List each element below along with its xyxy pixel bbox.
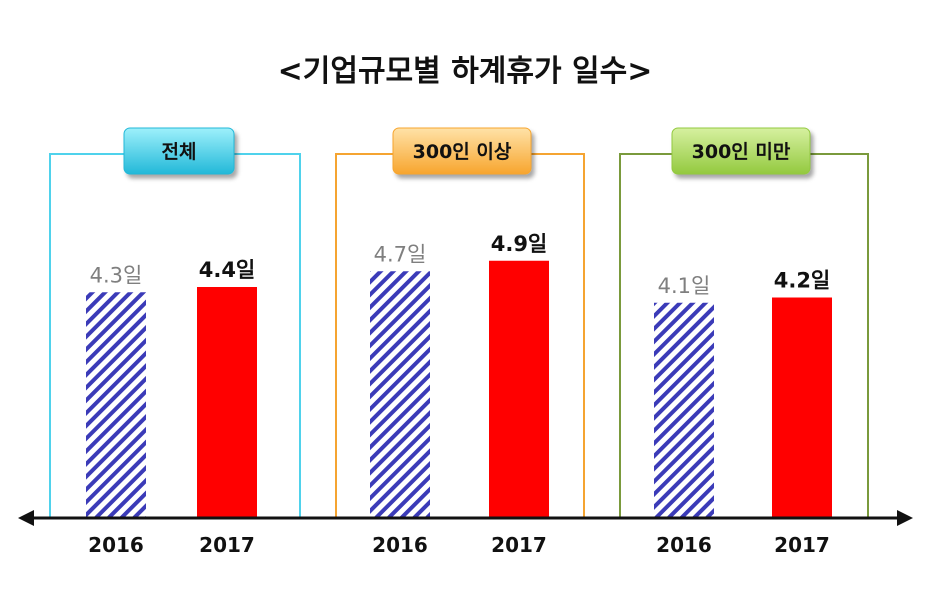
chart-title: <기업규모별 하계휴가 일수>: [278, 54, 653, 89]
bar-2016: [370, 271, 430, 518]
group-2: 300인 이상 4.7일 2016 4.9일 2017: [335, 127, 585, 557]
x-tick-label: 2017: [491, 533, 547, 557]
bar-2017: [197, 287, 257, 518]
x-tick-label: 2017: [774, 533, 830, 557]
bar-value-label: 4.3일: [90, 263, 143, 287]
x-tick-label: 2017: [199, 533, 255, 557]
x-axis-right-arrow: [897, 510, 913, 526]
bar-value-label: 4.9일: [491, 232, 548, 256]
bar-2016: [86, 292, 146, 518]
x-tick-label: 2016: [372, 533, 428, 557]
bar-value-label: 4.7일: [374, 242, 427, 266]
x-tick-label: 2016: [656, 533, 712, 557]
x-axis-left-arrow: [18, 510, 34, 526]
group-badge-label: 전체: [162, 141, 197, 163]
bar-value-label: 4.4일: [199, 258, 256, 282]
bar-value-label: 4.1일: [658, 274, 711, 298]
group-badge: [392, 127, 532, 175]
group-3: 300인 미만 4.1일 2016 4.2일 2017: [619, 127, 869, 557]
bar-2017: [489, 260, 549, 518]
group-badge-label: 300인 미만: [692, 141, 791, 163]
group-1: 전체 4.3일 2016 4.4일 2017: [49, 127, 301, 557]
x-axis: [18, 510, 913, 526]
groups-layer: 전체 4.3일 2016 4.4일 2017 300인 이상 4.7일 2016 4.9일 201…: [49, 127, 869, 557]
bar-value-label: 4.2일: [774, 269, 831, 293]
group-badge: [123, 127, 235, 175]
x-tick-label: 2016: [88, 533, 144, 557]
bar-2017: [772, 297, 832, 518]
bar-2016: [654, 302, 714, 518]
group-badge: [671, 127, 811, 175]
group-badge-label: 300인 이상: [413, 141, 512, 163]
